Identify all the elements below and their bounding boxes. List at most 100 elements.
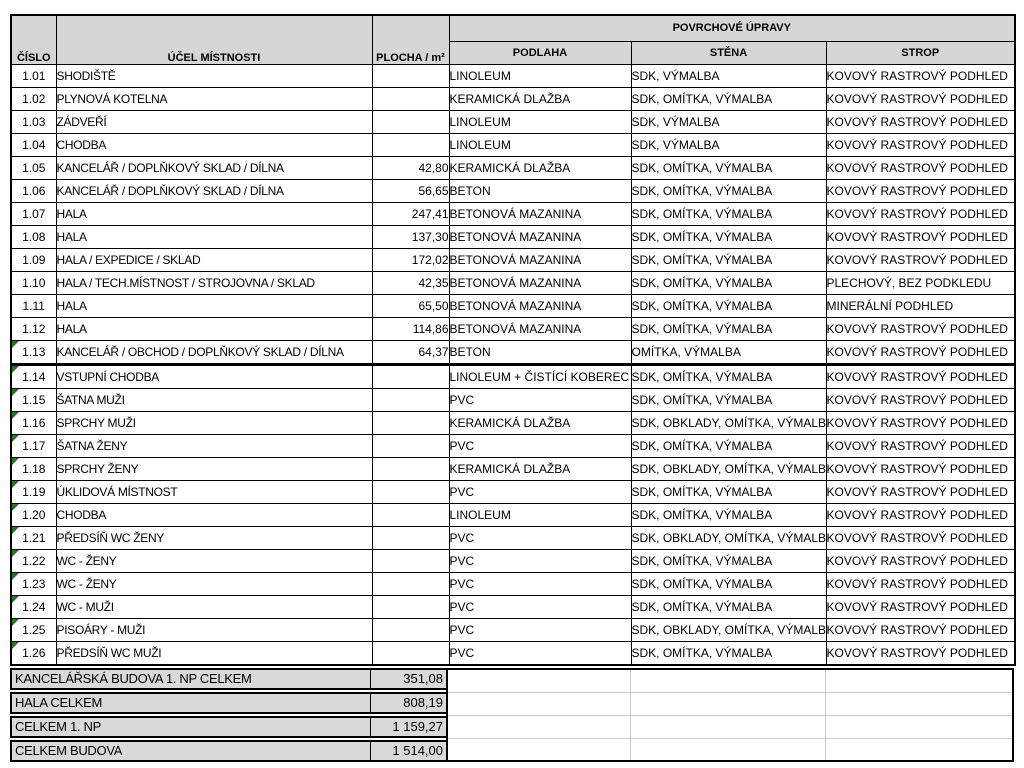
cell-floor-finish[interactable]: BETONOVÁ MAZANINA [448, 224, 632, 249]
cell-room-purpose[interactable]: ŠATNA MUŽI [55, 387, 373, 412]
cell-area[interactable] [371, 571, 450, 596]
cell-room-number[interactable]: 1.23 [10, 571, 57, 596]
summary-label[interactable]: CELKEM BUDOVA [12, 741, 371, 760]
header-stena[interactable]: STĚNA [630, 40, 827, 65]
cell-wall-finish[interactable]: SDK, OMÍTKA, VÝMALBA [630, 479, 827, 504]
summary-value[interactable]: 1 159,27 [392, 718, 443, 734]
cell-ceiling-finish[interactable]: KOVOVÝ RASTROVÝ PODHLED [825, 363, 1016, 389]
cell-room-purpose[interactable]: PLYNOVÁ KOTELNA [55, 86, 373, 111]
cell-ceiling-finish[interactable]: KOVOVÝ RASTROVÝ PODHLED [825, 247, 1016, 272]
cell-ceiling-finish[interactable]: KOVOVÝ RASTROVÝ PODHLED [825, 316, 1016, 341]
cell-area[interactable]: 56,65 [371, 178, 450, 203]
cell-area[interactable] [371, 640, 450, 665]
cell-area[interactable] [371, 86, 450, 111]
cell-wall-finish[interactable]: SDK, OMÍTKA, VÝMALBA [630, 201, 827, 226]
cell-area[interactable] [371, 525, 450, 550]
cell-area[interactable]: 137,30 [371, 224, 450, 249]
cell-area[interactable]: 65,50 [371, 293, 450, 318]
cell-room-purpose[interactable]: WC - MUŽI [55, 594, 373, 619]
cell-floor-finish[interactable]: PVC [448, 433, 632, 458]
cell-floor-finish[interactable]: PVC [448, 594, 632, 619]
cell-wall-finish[interactable]: SDK, OMÍTKA, VÝMALBA [630, 548, 827, 573]
cell-room-purpose[interactable]: HALA [55, 224, 373, 249]
cell-area[interactable]: 172,02 [371, 247, 450, 272]
cell-room-purpose[interactable]: KANCELÁŘ / DOPLŇKOVÝ SKLAD / DÍLNA [55, 178, 373, 203]
cell-room-purpose[interactable]: HALA / EXPEDICE / SKLAD [55, 247, 373, 272]
cell-room-number[interactable]: 1.03 [10, 109, 57, 134]
cell-ceiling-finish[interactable]: KOVOVÝ RASTROVÝ PODHLED [825, 339, 1016, 366]
cell-area[interactable]: 247,41 [371, 201, 450, 226]
cell-room-purpose[interactable]: PŘEDSÍŇ WC ŽENY [55, 525, 373, 550]
cell-floor-finish[interactable]: PVC [448, 548, 632, 573]
cell-area[interactable] [371, 617, 450, 642]
cell-wall-finish[interactable]: SDK, OMÍTKA, VÝMALBA [630, 571, 827, 596]
cell-room-number[interactable]: 1.08 [10, 224, 57, 249]
summary-value[interactable]: 351,08 [403, 670, 443, 686]
cell-room-purpose[interactable]: WC - ŽENY [55, 548, 373, 573]
cell-room-purpose[interactable]: WC - ŽENY [55, 571, 373, 596]
summary-label[interactable]: HALA CELKEM [12, 693, 371, 712]
cell-ceiling-finish[interactable]: KOVOVÝ RASTROVÝ PODHLED [825, 479, 1016, 504]
cell-floor-finish[interactable]: PVC [448, 387, 632, 412]
cell-room-purpose[interactable]: HALA [55, 293, 373, 318]
cell-wall-finish[interactable]: SDK, OMÍTKA, VÝMALBA [630, 363, 827, 389]
cell-wall-finish[interactable]: SDK, OBKLADY, OMÍTKA, VÝMALBA [630, 410, 827, 435]
cell-area[interactable] [371, 410, 450, 435]
cell-room-purpose[interactable]: KANCELÁŘ / OBCHOD / DOPLŇKOVÝ SKLAD / DÍ… [55, 339, 373, 366]
cell-area[interactable] [371, 387, 450, 412]
cell-wall-finish[interactable]: SDK, OBKLADY, OMÍTKA, VÝMALBA [630, 525, 827, 550]
cell-room-number[interactable]: 1.11 [10, 293, 57, 318]
cell-ceiling-finish[interactable]: KOVOVÝ RASTROVÝ PODHLED [825, 201, 1016, 226]
cell-floor-finish[interactable]: PVC [448, 571, 632, 596]
cell-floor-finish[interactable]: PVC [448, 617, 632, 642]
cell-area[interactable] [371, 594, 450, 619]
cell-wall-finish[interactable]: SDK, VÝMALBA [630, 132, 827, 157]
cell-wall-finish[interactable]: SDK, OMÍTKA, VÝMALBA [630, 155, 827, 180]
cell-area[interactable] [371, 132, 450, 157]
cell-room-number[interactable]: 1.10 [10, 270, 57, 295]
cell-floor-finish[interactable]: PVC [448, 525, 632, 550]
cell-room-number[interactable]: 1.21 [10, 525, 57, 550]
cell-wall-finish[interactable]: SDK, OMÍTKA, VÝMALBA [630, 594, 827, 619]
cell-room-number[interactable]: 1.17 [10, 433, 57, 458]
cell-room-purpose[interactable]: SHODIŠTĚ [55, 63, 373, 88]
cell-floor-finish[interactable]: BETONOVÁ MAZANINA [448, 201, 632, 226]
header-cislo[interactable]: ČÍSLO [10, 14, 57, 65]
header-plocha[interactable]: PLOCHA / m² [371, 14, 450, 65]
cell-floor-finish[interactable]: KERAMICKÁ DLAŽBA [448, 86, 632, 111]
cell-room-number[interactable]: 1.25 [10, 617, 57, 642]
cell-wall-finish[interactable]: SDK, OMÍTKA, VÝMALBA [630, 640, 827, 665]
cell-floor-finish[interactable]: LINOLEUM [448, 132, 632, 157]
cell-wall-finish[interactable]: SDK, OBKLADY, OMÍTKA, VÝMALBA [630, 617, 827, 642]
cell-floor-finish[interactable]: LINOLEUM [448, 63, 632, 88]
cell-room-number[interactable]: 1.04 [10, 132, 57, 157]
cell-area[interactable]: 114,86 [371, 316, 450, 341]
cell-wall-finish[interactable]: SDK, OMÍTKA, VÝMALBA [630, 270, 827, 295]
cell-wall-finish[interactable]: SDK, OMÍTKA, VÝMALBA [630, 433, 827, 458]
cell-ceiling-finish[interactable]: KOVOVÝ RASTROVÝ PODHLED [825, 63, 1016, 88]
cell-room-number[interactable]: 1.01 [10, 63, 57, 88]
cell-room-number[interactable]: 1.20 [10, 502, 57, 527]
cell-ceiling-finish[interactable]: KOVOVÝ RASTROVÝ PODHLED [825, 433, 1016, 458]
cell-wall-finish[interactable]: SDK, VÝMALBA [630, 63, 827, 88]
cell-room-purpose[interactable]: HALA [55, 201, 373, 226]
cell-area[interactable] [371, 433, 450, 458]
cell-wall-finish[interactable]: SDK, OMÍTKA, VÝMALBA [630, 316, 827, 341]
cell-floor-finish[interactable]: BETONOVÁ MAZANINA [448, 247, 632, 272]
cell-ceiling-finish[interactable]: KOVOVÝ RASTROVÝ PODHLED [825, 571, 1016, 596]
cell-ceiling-finish[interactable]: KOVOVÝ RASTROVÝ PODHLED [825, 132, 1016, 157]
cell-room-purpose[interactable]: ŠATNA ŽENY [55, 433, 373, 458]
cell-wall-finish[interactable]: SDK, OBKLADY, OMÍTKA, VÝMALBA [630, 456, 827, 481]
cell-room-number[interactable]: 1.24 [10, 594, 57, 619]
cell-floor-finish[interactable]: BETONOVÁ MAZANINA [448, 316, 632, 341]
header-povrchove-upravy[interactable]: POVRCHOVÉ ÚPRAVY [448, 14, 1016, 42]
cell-room-number[interactable]: 1.22 [10, 548, 57, 573]
header-podlaha[interactable]: PODLAHA [448, 40, 632, 65]
cell-floor-finish[interactable]: BETONOVÁ MAZANINA [448, 293, 632, 318]
cell-room-purpose[interactable]: CHODBA [55, 502, 373, 527]
cell-room-number[interactable]: 1.13 [10, 339, 57, 366]
cell-floor-finish[interactable]: LINOLEUM + ČISTÍCÍ KOBEREC [448, 363, 632, 389]
cell-wall-finish[interactable]: SDK, VÝMALBA [630, 109, 827, 134]
cell-area[interactable]: 64,37 [371, 339, 450, 366]
cell-room-purpose[interactable]: HALA [55, 316, 373, 341]
